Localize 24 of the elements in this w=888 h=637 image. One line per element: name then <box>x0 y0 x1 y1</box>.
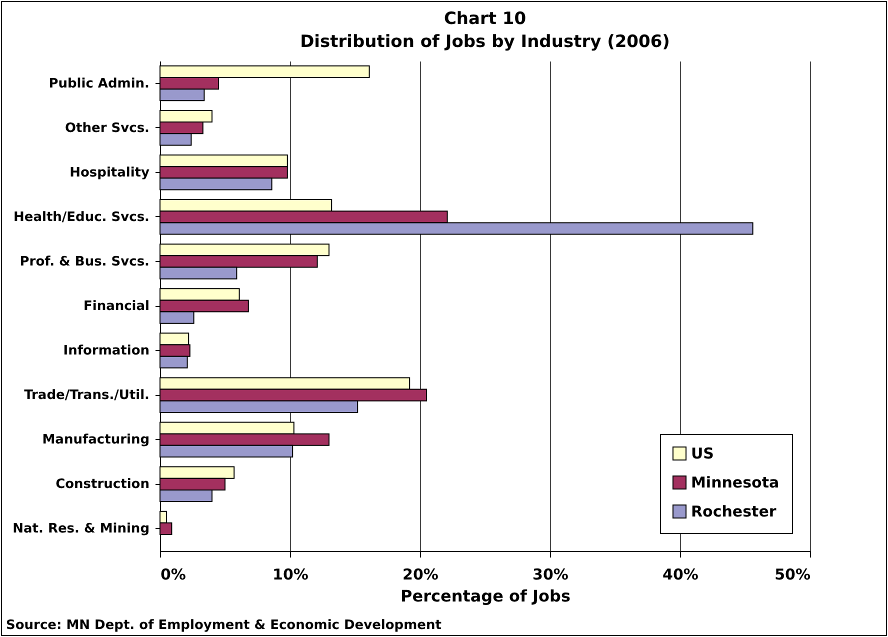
legend-label: Minnesota <box>691 474 780 492</box>
y-tick-label: Financial <box>83 299 150 314</box>
legend-label: Rochester <box>691 502 777 520</box>
x-tick-label: 50% <box>774 566 810 584</box>
y-tick-label: Health/Educ. Svcs. <box>14 210 150 225</box>
y-tick-label: Other Svcs. <box>65 120 150 136</box>
y-tick-label: Trade/Trans./Util. <box>24 388 150 404</box>
y-tick-label: Information <box>63 344 150 359</box>
x-tick-label: 10% <box>272 566 308 584</box>
y-tick-label: Manufacturing <box>42 432 150 448</box>
chart-subtitle: Distribution of Jobs by Industry (2006) <box>300 32 670 52</box>
x-axis-title: Percentage of Jobs <box>400 586 570 606</box>
x-tick-label: 40% <box>662 566 698 584</box>
x-tick-label: 0% <box>160 566 186 584</box>
y-tick-label: Nat. Res. & Mining <box>12 522 150 537</box>
y-tick-label: Prof. & Bus. Svcs. <box>20 254 150 270</box>
x-tick-label: 20% <box>402 566 438 584</box>
y-tick-label: Public Admin. <box>48 76 150 92</box>
legend-label: US <box>691 444 714 462</box>
x-tick-label: 30% <box>532 566 568 584</box>
y-tick-label: Construction <box>56 477 150 492</box>
y-tick-label: Hospitality <box>70 165 150 180</box>
source-note: Source: MN Dept. of Employment & Economic Development <box>6 618 442 633</box>
chart-title: Chart 10 <box>444 9 526 29</box>
